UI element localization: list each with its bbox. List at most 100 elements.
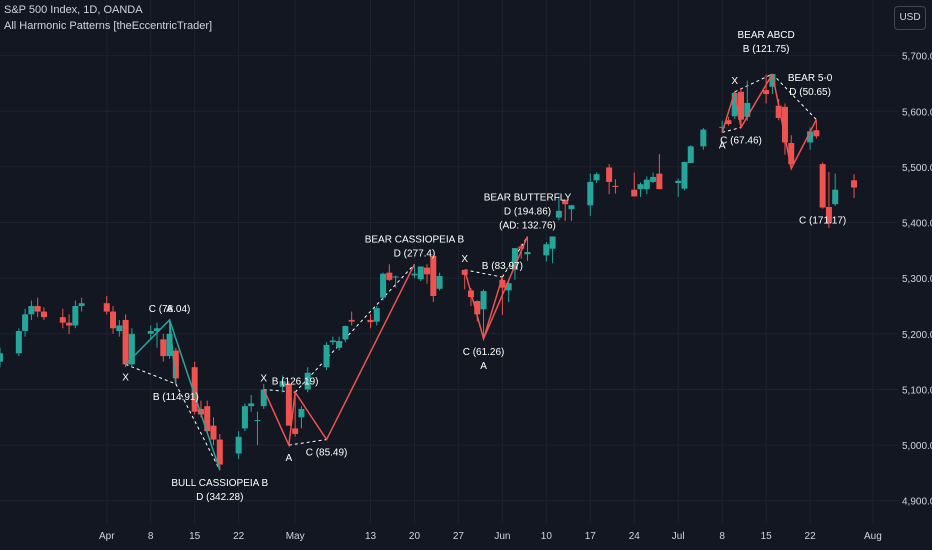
pattern-label: X <box>260 373 267 384</box>
candle-body <box>631 189 638 197</box>
candle-body <box>687 146 694 164</box>
candle-body <box>781 106 788 143</box>
time-tick-label: May <box>286 531 305 542</box>
candle-body <box>417 266 424 280</box>
candle-body <box>430 255 437 296</box>
candle-body <box>392 276 399 278</box>
pattern-leg-line <box>125 318 221 471</box>
candle-body <box>731 92 738 117</box>
pattern-label: X <box>122 372 129 383</box>
currency-button[interactable]: USD <box>894 6 926 30</box>
candle-body <box>825 206 832 224</box>
candle-body <box>78 303 85 307</box>
time-axis: Apr 8 15 22 May 13 20 27 Jun 10 17 24 Jul 8 15 22 Aug <box>0 523 932 550</box>
candle-body <box>122 319 129 365</box>
candle-body <box>675 180 682 184</box>
symbol-title[interactable]: S&P 500 Index, 1D, OANDA <box>4 4 143 16</box>
candle-body <box>348 319 355 322</box>
time-tick-label: 15 <box>761 531 773 542</box>
pattern-label: C (67.46) <box>720 135 762 146</box>
time-axis-bg <box>0 523 932 550</box>
candle-body <box>436 275 443 289</box>
pattern-label: BEAR CASSIOPEIA B <box>365 234 465 245</box>
time-tick-label: Jul <box>672 531 685 542</box>
candle-body <box>763 90 770 95</box>
candle-body <box>0 353 3 362</box>
pattern-ratio-line <box>722 126 742 133</box>
candle-body <box>700 129 707 147</box>
pattern-label: B (83.97) <box>482 261 523 272</box>
candle-body <box>568 205 575 210</box>
candle-body <box>424 267 431 275</box>
pattern-label: A <box>480 361 487 372</box>
time-tick-label: 15 <box>189 531 201 542</box>
candle-body <box>650 176 657 182</box>
pattern-solid-lines <box>125 73 818 471</box>
candle-body <box>587 181 594 206</box>
candle-body <box>593 174 600 181</box>
candle-body <box>22 314 29 332</box>
price-tick-label: 5,700.0 <box>902 52 932 63</box>
candle-body <box>832 189 839 205</box>
candle-body <box>34 306 41 312</box>
pattern-ratio-line <box>294 263 415 393</box>
candle-body <box>373 308 380 322</box>
candle-body <box>160 339 167 357</box>
candle-body <box>562 199 569 205</box>
candle-body <box>380 273 387 298</box>
pattern-label: BEAR BUTTERFLY <box>484 192 572 203</box>
candle-body <box>103 303 110 312</box>
pattern-label: D (342.28) <box>196 492 243 503</box>
pattern-label: C (171.17) <box>799 216 846 227</box>
candle-body <box>329 340 336 343</box>
candle-body <box>172 350 179 379</box>
candle-body <box>210 425 217 440</box>
candle-body <box>304 372 311 390</box>
pattern-ratio-line <box>772 73 817 120</box>
candle-body <box>128 333 135 365</box>
price-tick-label: 5,100.0 <box>902 385 932 396</box>
pattern-label: B (126.19) <box>272 376 319 387</box>
candles <box>0 73 858 471</box>
pattern-label: C (78.04) <box>149 304 191 315</box>
candle-body <box>719 126 726 128</box>
price-tick-label: 4,900.0 <box>902 497 932 508</box>
time-tick-label: 17 <box>585 531 597 542</box>
time-tick-label: 8 <box>719 531 725 542</box>
candle-body <box>775 105 782 118</box>
candle-body <box>511 248 518 270</box>
candle-body <box>411 273 418 276</box>
pattern-label: BEAR ABCD <box>738 30 795 41</box>
candle-body <box>298 408 305 418</box>
pattern-leg-line <box>463 236 529 342</box>
candle-body <box>254 420 261 422</box>
price-tick-label: 5,600.0 <box>902 107 932 118</box>
pattern-label: B (114.91) <box>153 392 199 403</box>
candle-body <box>606 167 613 182</box>
time-tick-label: Apr <box>99 531 115 542</box>
candle-body <box>637 184 644 190</box>
time-tick-label: 22 <box>233 531 245 542</box>
pattern-label: X <box>461 254 468 265</box>
pattern-ratio-line <box>175 383 221 471</box>
price-tick-label: 5,200.0 <box>902 330 932 341</box>
candle-body <box>72 306 79 326</box>
pattern-label: A <box>166 304 173 315</box>
candle-body <box>116 325 123 332</box>
candle-body <box>323 344 330 368</box>
candle-body <box>235 436 242 454</box>
pattern-ratio-line <box>125 363 177 385</box>
candle-body <box>292 428 299 434</box>
time-tick-label: 10 <box>541 531 553 542</box>
candle-body <box>241 406 248 429</box>
time-tick-label: 8 <box>148 531 154 542</box>
candle-body <box>260 389 267 407</box>
pattern-leg-line <box>771 73 818 171</box>
candle-body <box>474 301 481 315</box>
indicator-title[interactable]: All Harmonic Patterns [theEccentricTrade… <box>4 20 213 32</box>
candle-body <box>555 210 562 218</box>
candle-body <box>681 161 688 189</box>
pattern-label: X <box>731 76 738 87</box>
pattern-label: C (85.49) <box>306 448 348 459</box>
